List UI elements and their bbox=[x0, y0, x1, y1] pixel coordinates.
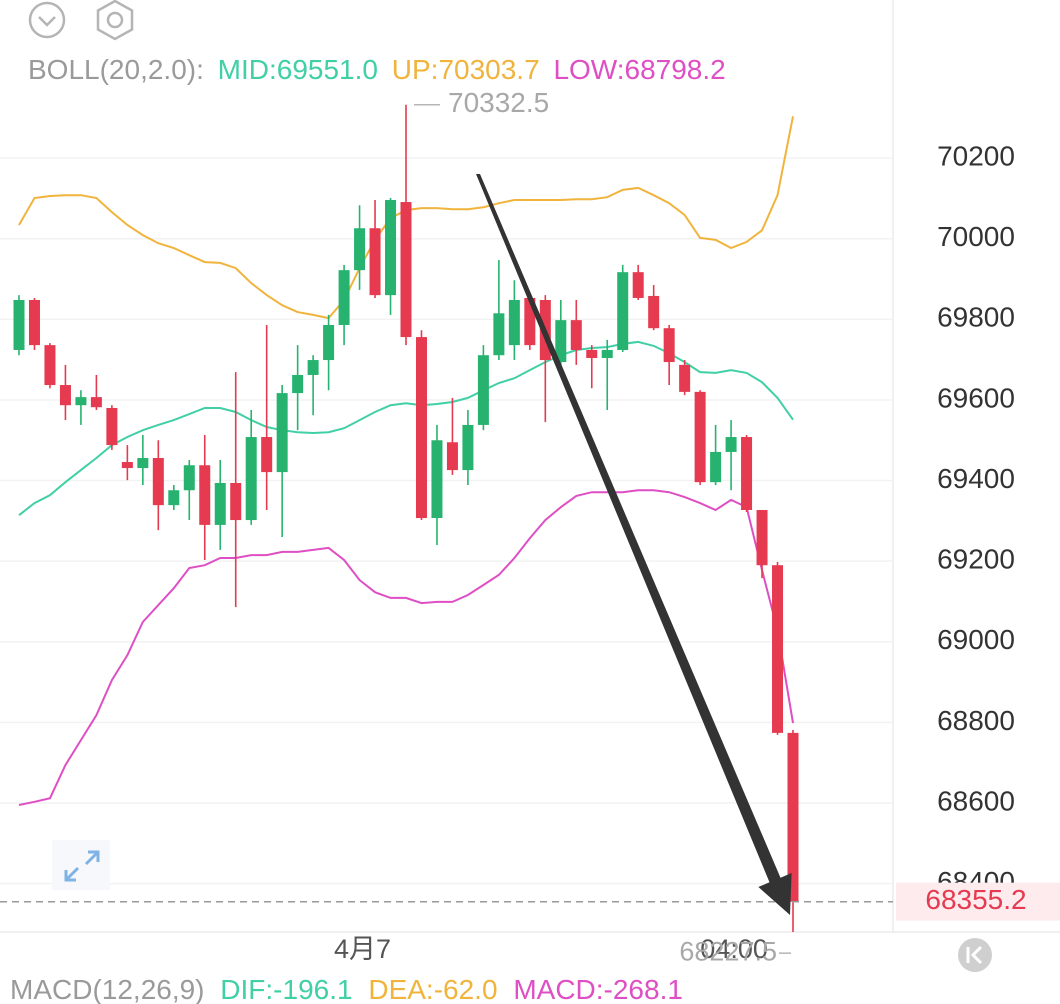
macd-legend: MACD(12,26,9) DIF:-196.1 DEA:-62.0 MACD:… bbox=[10, 974, 683, 1004]
y-tick-label: 70200 bbox=[937, 140, 1015, 171]
candle-body bbox=[106, 408, 118, 446]
candle-body bbox=[601, 349, 613, 359]
boll-line bbox=[18, 340, 794, 516]
trend-arrow bbox=[476, 174, 792, 915]
candle-body bbox=[44, 345, 56, 386]
low-label: LOW:68798.2 bbox=[553, 54, 725, 85]
expand-icon[interactable] bbox=[52, 840, 110, 890]
candle-body bbox=[276, 393, 288, 473]
candle-body bbox=[168, 490, 180, 506]
y-tick-label: 69200 bbox=[937, 544, 1015, 575]
candle-body bbox=[261, 437, 273, 473]
last-price-label: 68355.2 bbox=[925, 884, 1026, 915]
candles bbox=[13, 104, 799, 932]
macd-value-label: MACD:-268.1 bbox=[513, 974, 683, 1004]
candle-body bbox=[462, 424, 474, 471]
candle-body bbox=[741, 437, 753, 510]
last-price-box bbox=[896, 882, 1060, 921]
candle-body bbox=[632, 272, 644, 298]
candle-body bbox=[725, 437, 737, 452]
x-tick-label: 4月7 bbox=[334, 934, 391, 964]
mid-label: MID:69551.0 bbox=[218, 54, 378, 85]
candle-body bbox=[90, 397, 102, 408]
candle-body bbox=[710, 451, 722, 483]
candle-body bbox=[663, 328, 675, 363]
candle-body bbox=[679, 364, 691, 392]
candle-body bbox=[338, 270, 350, 325]
macd-label: MACD(12,26,9) bbox=[10, 974, 205, 1004]
candle-body bbox=[137, 457, 149, 469]
candle-body bbox=[292, 374, 304, 394]
candle-body bbox=[648, 295, 660, 329]
candle-body bbox=[354, 228, 366, 271]
y-tick-label: 68600 bbox=[937, 785, 1015, 816]
boll-label: BOLL(20,2.0): bbox=[28, 54, 204, 85]
x-tick-label: 04:00 bbox=[700, 934, 768, 964]
candle-body bbox=[183, 465, 195, 491]
boll-legend: BOLL(20,2.0): MID:69551.0 UP:70303.7 LOW… bbox=[28, 54, 726, 85]
overlay: 6840068600688006900069200694006960069800… bbox=[0, 87, 1060, 966]
candle-body bbox=[214, 482, 226, 525]
y-tick-label: 69600 bbox=[937, 382, 1015, 413]
candle-body bbox=[152, 457, 164, 506]
candle-body bbox=[59, 385, 71, 406]
y-tick-label: 69000 bbox=[937, 624, 1015, 655]
candle-body bbox=[28, 299, 40, 346]
candle-body bbox=[415, 337, 427, 519]
candle-body bbox=[524, 297, 536, 346]
candle-body bbox=[431, 440, 443, 519]
candle-body bbox=[756, 509, 768, 566]
candle-body bbox=[230, 482, 242, 521]
y-tick-label: 69800 bbox=[937, 302, 1015, 333]
y-tick-label: 70000 bbox=[937, 221, 1015, 252]
candle-body bbox=[369, 228, 381, 296]
candle-body bbox=[121, 462, 133, 469]
candle-body bbox=[555, 320, 567, 363]
candle-body bbox=[400, 202, 412, 338]
high-label: 70332.5 bbox=[448, 87, 549, 118]
up-label: UP:70303.7 bbox=[392, 54, 540, 85]
candle-body bbox=[385, 200, 397, 296]
scroll-end-button[interactable] bbox=[958, 938, 992, 972]
candle-body bbox=[307, 360, 319, 375]
candle-body bbox=[245, 437, 257, 521]
candle-body bbox=[199, 465, 211, 525]
candle-body bbox=[493, 313, 505, 356]
low-label: 68227.5 bbox=[679, 936, 777, 966]
candle-body bbox=[694, 391, 706, 483]
y-tick-label: 69400 bbox=[937, 463, 1015, 494]
candle-body bbox=[446, 442, 458, 471]
candle-body bbox=[75, 397, 87, 406]
dif-label: DIF:-196.1 bbox=[220, 974, 352, 1004]
dea-label: DEA:-62.0 bbox=[368, 974, 497, 1004]
boll-line bbox=[18, 489, 794, 806]
candle-body bbox=[787, 732, 799, 902]
candle-body bbox=[772, 565, 784, 733]
candle-body bbox=[617, 272, 629, 350]
candle-body bbox=[477, 355, 489, 425]
candle-body bbox=[586, 349, 598, 359]
candle-body bbox=[13, 299, 25, 350]
candle-body bbox=[508, 299, 520, 346]
candle-body bbox=[570, 320, 582, 350]
y-tick-label: 68800 bbox=[937, 705, 1015, 736]
candle-body bbox=[323, 324, 335, 361]
collapse-icon[interactable] bbox=[28, 1, 66, 39]
settings-icon[interactable] bbox=[96, 0, 134, 41]
